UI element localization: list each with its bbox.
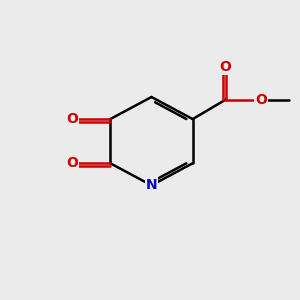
Text: O: O	[66, 156, 78, 170]
Text: O: O	[255, 93, 267, 106]
Text: N: N	[146, 178, 157, 192]
Text: O: O	[66, 112, 78, 126]
Text: O: O	[220, 60, 232, 74]
